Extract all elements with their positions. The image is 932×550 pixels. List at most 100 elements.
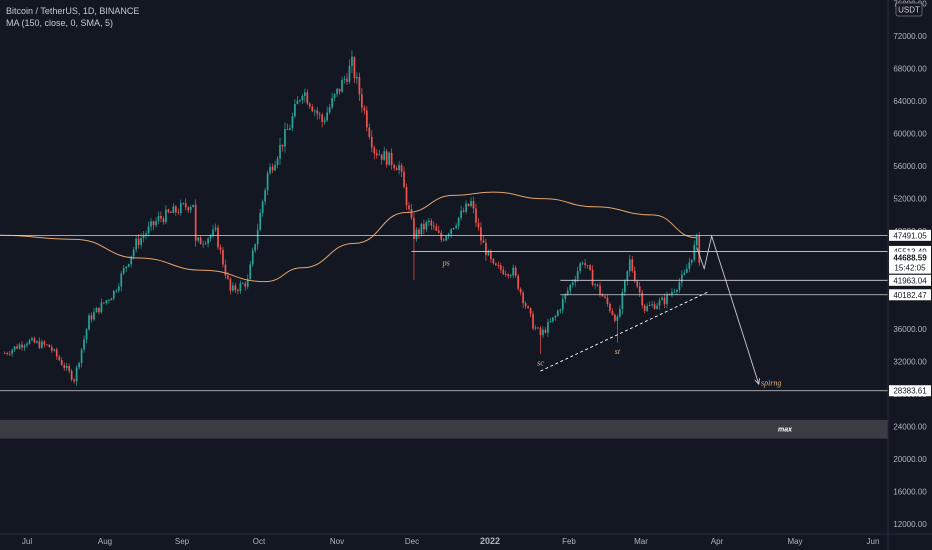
candle-body <box>187 207 190 211</box>
candle-body <box>661 297 663 301</box>
candle <box>400 163 403 178</box>
annotation-sc: sc <box>537 358 544 367</box>
candle <box>663 293 666 309</box>
candle <box>294 99 296 119</box>
projection-arrowhead <box>754 378 761 386</box>
candle-body <box>450 229 453 235</box>
candle <box>460 205 462 221</box>
candle-body <box>286 129 289 130</box>
candle-body <box>596 284 599 286</box>
candle <box>671 288 673 298</box>
time-axis[interactable]: Jul Aug Sep Oct Nov Dec 2022 Feb Mar Apr May Jun <box>22 536 880 546</box>
candle <box>641 289 644 309</box>
candle <box>594 283 596 289</box>
candle <box>244 281 247 291</box>
candle-body <box>671 291 673 295</box>
candle-body <box>676 289 678 292</box>
candle-body <box>480 227 482 241</box>
candle <box>165 205 167 225</box>
candle <box>418 227 420 239</box>
candle <box>502 266 505 276</box>
candle <box>343 75 346 84</box>
candle <box>405 183 408 210</box>
candle <box>331 92 333 110</box>
candle-body <box>398 165 400 171</box>
candle-body <box>170 212 172 213</box>
candle <box>661 295 663 301</box>
candle-body <box>48 344 51 348</box>
candle <box>378 149 381 156</box>
candle-body <box>239 283 242 291</box>
candle <box>432 221 435 231</box>
candle-body <box>271 166 274 171</box>
candle-body <box>589 265 591 270</box>
candle-body <box>41 341 43 348</box>
candle <box>68 363 71 374</box>
candle-body <box>499 265 502 270</box>
indicator-title[interactable]: MA (150, close, 0, SMA, 5) <box>6 18 114 28</box>
symbol-title[interactable]: Bitcoin / TetherUS, 1D, BINANCE <box>6 6 140 16</box>
candle <box>142 231 145 243</box>
candle-body <box>547 322 549 333</box>
candle <box>251 247 254 267</box>
candle-body <box>569 284 572 291</box>
candle <box>683 269 686 276</box>
candle-body <box>98 307 100 313</box>
candle <box>398 160 400 175</box>
candle-body <box>631 259 634 271</box>
candle-body <box>313 110 316 112</box>
level-price-label: 47491.05 <box>889 229 931 241</box>
candle <box>8 351 11 356</box>
candle-body <box>370 136 373 148</box>
support-dashed-line <box>540 290 710 372</box>
candle <box>462 207 465 213</box>
candle-body <box>512 267 515 276</box>
candle-body <box>274 164 276 171</box>
candle-body <box>383 151 386 160</box>
candle <box>105 299 108 305</box>
candle <box>368 123 371 140</box>
candle-body <box>117 286 120 291</box>
candle-body <box>50 347 53 351</box>
candle <box>413 212 415 281</box>
candle-body <box>408 205 410 210</box>
candle <box>194 199 197 247</box>
candle-body <box>574 279 577 283</box>
candle <box>507 273 510 279</box>
candle <box>390 148 393 170</box>
currency-badge[interactable]: USDT <box>895 2 923 17</box>
candle-body <box>353 56 356 79</box>
x-tick-label: Nov <box>330 537 344 546</box>
candle <box>63 362 66 371</box>
candle-body <box>137 238 140 246</box>
candle <box>395 165 398 171</box>
candle-body <box>279 144 281 159</box>
candle-body <box>440 232 443 240</box>
candle-body <box>249 264 252 280</box>
candle <box>254 243 257 253</box>
candle <box>348 59 351 85</box>
candle <box>356 72 358 85</box>
candle <box>36 339 38 344</box>
candle-body <box>623 280 626 293</box>
candle-body <box>542 329 544 336</box>
level-label-box <box>889 385 931 397</box>
candle-body <box>494 263 497 266</box>
candle-body <box>323 120 326 122</box>
candle <box>80 347 83 368</box>
candle <box>358 72 361 102</box>
candle-body <box>378 154 381 156</box>
candle-body <box>90 315 93 320</box>
candle <box>6 351 9 356</box>
candle <box>524 301 527 310</box>
x-tick-label: Mar <box>634 537 648 546</box>
candle <box>246 274 249 290</box>
candle-body <box>130 256 133 265</box>
candle-body <box>375 153 378 156</box>
x-tick-label: Oct <box>253 537 266 546</box>
candle-body <box>246 279 249 287</box>
levels-layer <box>0 234 888 392</box>
candle <box>581 261 584 266</box>
